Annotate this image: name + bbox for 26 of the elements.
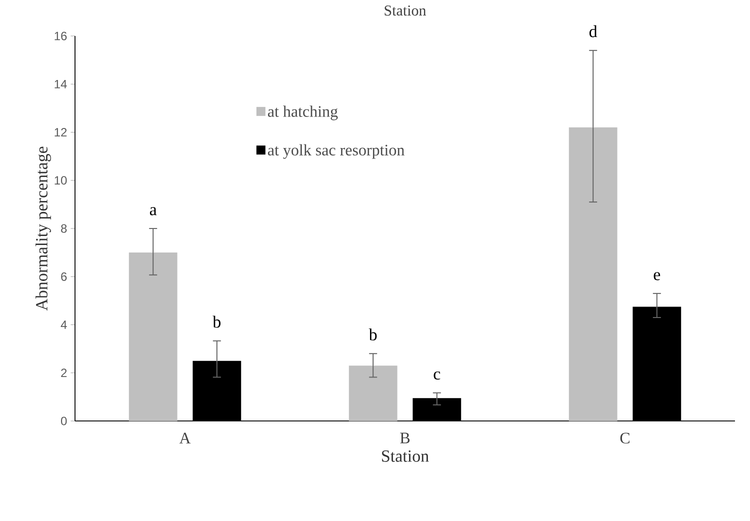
y-tick-label: 0 <box>61 416 67 426</box>
x-axis-title: Station <box>382 450 429 462</box>
y-tick-label: 6 <box>61 272 67 281</box>
bar <box>128 252 178 421</box>
legend-label: at yolk sac resorption <box>268 144 404 159</box>
x-tick-label: B <box>400 432 410 444</box>
legend-label: at hatching <box>268 106 338 120</box>
y-tick-label: 16 <box>54 32 67 40</box>
annotation: e <box>654 272 660 280</box>
y-tick-label: 12 <box>54 128 67 136</box>
bar <box>568 127 618 421</box>
y-tick-label: 2 <box>61 368 67 378</box>
chart-title: Station <box>384 6 426 16</box>
x-tick-label: A <box>179 432 191 444</box>
x-tick-label: C <box>620 432 630 444</box>
annotation: a <box>150 207 157 216</box>
y-tick-label: 4 <box>60 320 67 329</box>
y-tick-label: 10 <box>54 176 67 185</box>
annotation: c <box>434 371 440 380</box>
y-tick-label: 14 <box>54 80 67 88</box>
bar <box>348 366 398 421</box>
annotation: b <box>368 328 377 340</box>
annotation: d <box>589 25 598 38</box>
y-tick-label: 8 <box>61 224 67 233</box>
y-axis-title: Abnormality percentage <box>36 146 51 311</box>
annotation: b <box>212 316 221 328</box>
